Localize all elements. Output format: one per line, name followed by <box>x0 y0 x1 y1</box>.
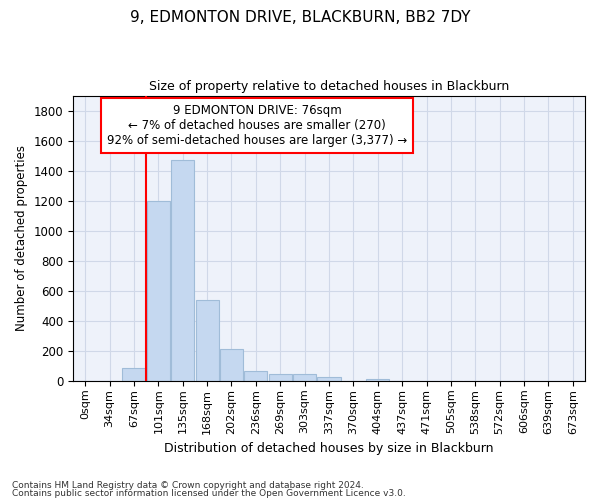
Bar <box>147 200 170 381</box>
Bar <box>171 160 194 381</box>
Text: Contains HM Land Registry data © Crown copyright and database right 2024.: Contains HM Land Registry data © Crown c… <box>12 480 364 490</box>
Text: 9, EDMONTON DRIVE, BLACKBURN, BB2 7DY: 9, EDMONTON DRIVE, BLACKBURN, BB2 7DY <box>130 10 470 25</box>
Bar <box>220 350 243 381</box>
Text: Contains public sector information licensed under the Open Government Licence v3: Contains public sector information licen… <box>12 489 406 498</box>
Title: Size of property relative to detached houses in Blackburn: Size of property relative to detached ho… <box>149 80 509 93</box>
Y-axis label: Number of detached properties: Number of detached properties <box>15 146 28 332</box>
Text: 9 EDMONTON DRIVE: 76sqm
← 7% of detached houses are smaller (270)
92% of semi-de: 9 EDMONTON DRIVE: 76sqm ← 7% of detached… <box>107 104 407 147</box>
Bar <box>244 370 268 381</box>
Bar <box>122 368 146 381</box>
X-axis label: Distribution of detached houses by size in Blackburn: Distribution of detached houses by size … <box>164 442 494 455</box>
Bar <box>196 300 218 381</box>
Bar <box>317 376 341 381</box>
Bar <box>269 374 292 381</box>
Bar <box>293 374 316 381</box>
Bar <box>366 379 389 381</box>
